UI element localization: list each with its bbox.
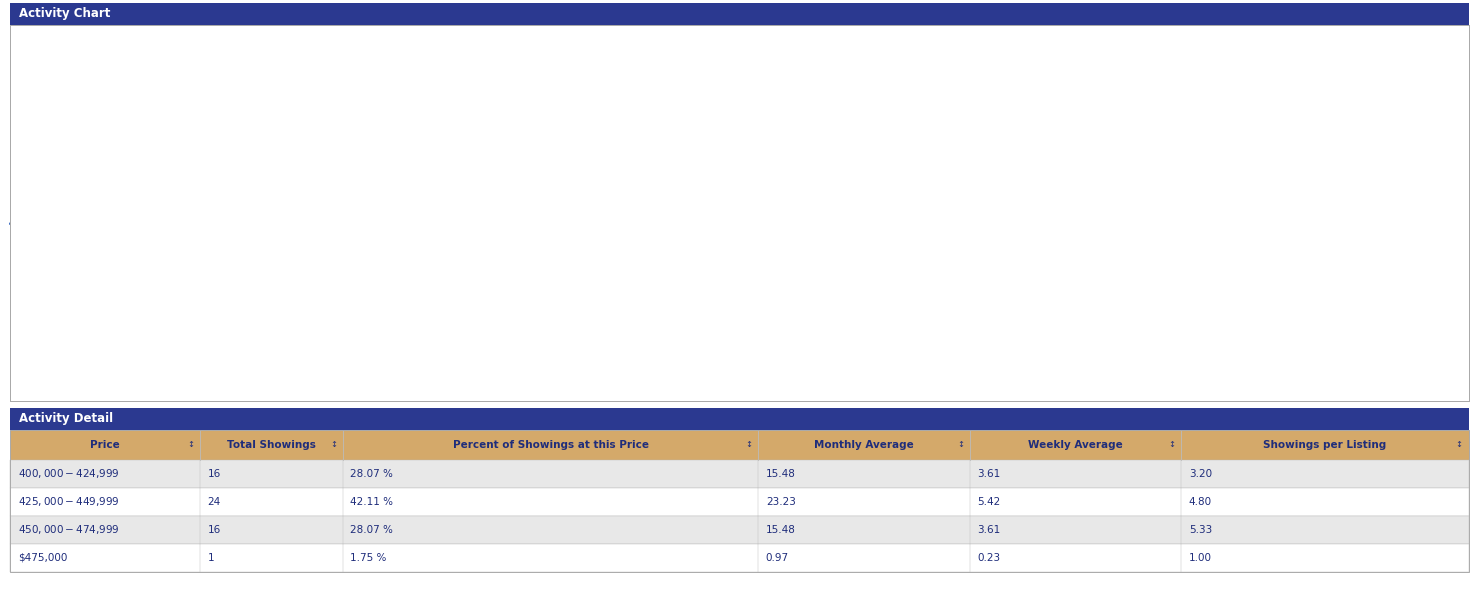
Text: 3.20: 3.20 — [1189, 469, 1211, 479]
Text: Monthly Average: Monthly Average — [815, 440, 914, 450]
Text: 28.07 %: 28.07 % — [351, 469, 393, 479]
Text: ↕: ↕ — [957, 440, 964, 449]
Text: Weekly Average: Weekly Average — [1028, 440, 1123, 450]
Text: Percent of Showings at this Price: Percent of Showings at this Price — [453, 440, 649, 450]
Text: Activity Chart: Activity Chart — [19, 8, 111, 21]
Text: 3.61: 3.61 — [978, 525, 1001, 535]
Bar — [151, 305, 201, 350]
Text: Showings per Listing: Showings per Listing — [1263, 440, 1387, 450]
Text: ↕: ↕ — [1168, 440, 1176, 449]
Bar — [151, 133, 1353, 178]
Text: 1.75 %: 1.75 % — [351, 553, 386, 563]
Text: Activity Detail: Activity Detail — [19, 413, 114, 426]
Text: ↕: ↕ — [745, 440, 753, 449]
Text: 5.42: 5.42 — [978, 497, 1001, 507]
Text: $450,000 - $474,999: $450,000 - $474,999 — [18, 523, 120, 536]
X-axis label: Number of Showings: Number of Showings — [729, 386, 876, 399]
Text: 42.11 %: 42.11 % — [351, 497, 393, 507]
Text: 23.23: 23.23 — [766, 497, 796, 507]
Text: ↕: ↕ — [330, 440, 337, 449]
Text: Price: Price — [90, 440, 120, 450]
Text: $425,000 - $449,999: $425,000 - $449,999 — [18, 496, 120, 509]
Text: ↕: ↕ — [186, 440, 194, 449]
Text: $400,000 - $424,999: $400,000 - $424,999 — [18, 468, 120, 481]
Text: 24: 24 — [207, 497, 220, 507]
Text: 5.33: 5.33 — [1189, 525, 1211, 535]
Text: 15.48: 15.48 — [766, 525, 796, 535]
Bar — [151, 46, 952, 91]
Text: 1: 1 — [207, 553, 214, 563]
Text: 3.61: 3.61 — [978, 469, 1001, 479]
Text: 15.48: 15.48 — [766, 469, 796, 479]
Text: $475,000: $475,000 — [18, 553, 67, 563]
Text: 0.23: 0.23 — [978, 553, 1000, 563]
Text: 16: 16 — [207, 469, 220, 479]
Y-axis label: Price Range: Price Range — [10, 156, 22, 240]
Text: 1.00: 1.00 — [1189, 553, 1211, 563]
Text: Total Showings: Total Showings — [226, 440, 317, 450]
Text: 28.07 %: 28.07 % — [351, 525, 393, 535]
Text: 16: 16 — [207, 525, 220, 535]
Bar — [151, 219, 952, 264]
Text: 4.80: 4.80 — [1189, 497, 1211, 507]
Text: ↕: ↕ — [1455, 440, 1463, 449]
Text: 0.97: 0.97 — [766, 553, 788, 563]
